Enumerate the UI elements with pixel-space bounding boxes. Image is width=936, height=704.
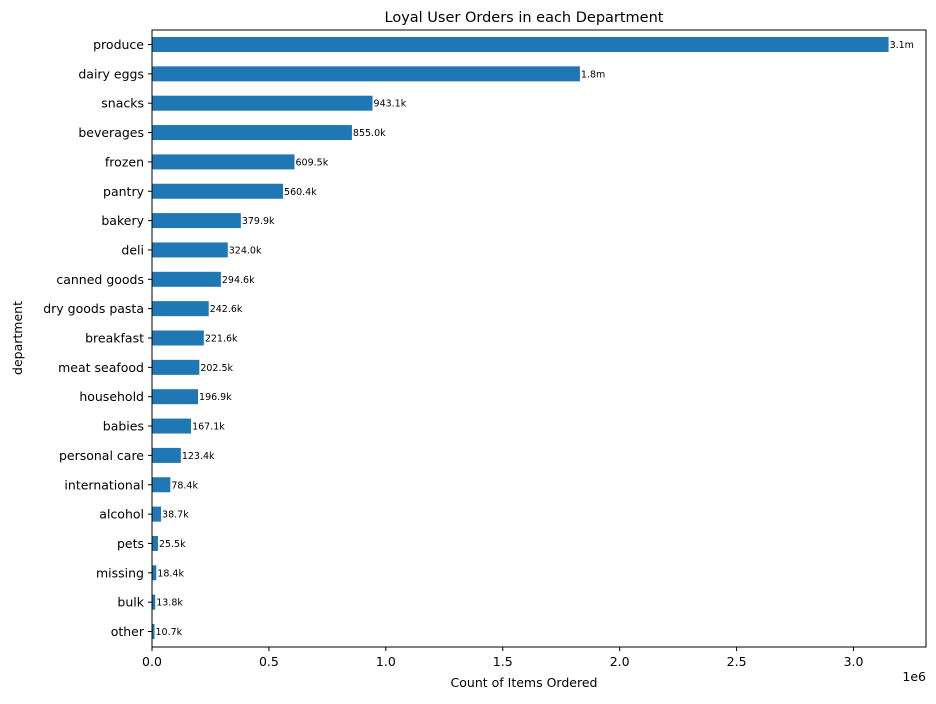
value-label: 3.1m bbox=[890, 40, 914, 51]
value-label: 167.1k bbox=[192, 422, 225, 433]
category-label: produce bbox=[93, 37, 144, 52]
category-label: personal care bbox=[59, 448, 144, 463]
category-label: pantry bbox=[103, 184, 145, 199]
value-label: 78.4k bbox=[171, 480, 198, 491]
x-tick-label: 2.5 bbox=[727, 654, 747, 669]
value-label: 202.5k bbox=[200, 363, 233, 374]
value-label: 943.1k bbox=[374, 99, 407, 110]
category-label: meat seafood bbox=[58, 360, 144, 375]
value-label: 25.5k bbox=[159, 539, 186, 550]
value-label: 123.4k bbox=[182, 451, 215, 462]
x-tick-label: 1.5 bbox=[493, 654, 513, 669]
bar-other bbox=[152, 624, 155, 639]
bar-produce bbox=[152, 37, 889, 52]
category-label: beverages bbox=[78, 125, 144, 140]
category-label: international bbox=[64, 477, 144, 492]
value-label: 855.0k bbox=[353, 128, 386, 139]
category-label: bakery bbox=[101, 213, 144, 228]
value-label: 10.7k bbox=[156, 627, 183, 638]
value-label: 196.9k bbox=[199, 392, 232, 403]
chart-title: Loyal User Orders in each Department bbox=[385, 10, 664, 26]
x-tick-label: 2.0 bbox=[610, 654, 630, 669]
category-label: babies bbox=[103, 419, 144, 434]
category-label: household bbox=[79, 389, 144, 404]
category-label: dry goods pasta bbox=[43, 301, 144, 316]
bar-pets bbox=[152, 535, 158, 551]
bar-missing bbox=[152, 565, 157, 581]
bar-canned-goods bbox=[152, 271, 221, 287]
bar-personal-care bbox=[152, 447, 181, 463]
category-label: other bbox=[111, 624, 145, 639]
value-label: 1.8m bbox=[581, 69, 605, 80]
plot-frame bbox=[151, 29, 927, 648]
value-label: 609.5k bbox=[296, 157, 329, 168]
category-label: alcohol bbox=[99, 507, 144, 522]
value-label: 13.8k bbox=[156, 598, 183, 609]
bar-frozen bbox=[152, 154, 295, 170]
x-tick-label: 0.0 bbox=[142, 654, 162, 669]
value-label: 379.9k bbox=[242, 216, 275, 227]
x-axis-ticks: 0.0 0.5 1.0 1.5 2.0 2.5 3.0 bbox=[142, 647, 863, 669]
bar-alcohol bbox=[152, 506, 162, 522]
category-label: bulk bbox=[117, 595, 144, 610]
category-label: canned goods bbox=[56, 272, 144, 287]
category-label: dairy eggs bbox=[78, 66, 144, 81]
x-tick-label: 1.0 bbox=[376, 654, 396, 669]
x-tick-label: 0.5 bbox=[259, 654, 279, 669]
bar-dry-goods-pasta bbox=[152, 301, 209, 317]
bar-bulk bbox=[152, 594, 156, 610]
bar-beverages bbox=[152, 125, 352, 141]
value-label: 38.7k bbox=[162, 510, 189, 521]
category-label: snacks bbox=[101, 96, 144, 111]
bar-breakfast bbox=[152, 330, 204, 346]
category-label: pets bbox=[117, 536, 144, 551]
bar-dairy-eggs bbox=[152, 66, 580, 82]
category-label: frozen bbox=[105, 154, 144, 169]
category-label: breakfast bbox=[85, 331, 144, 346]
bar-deli bbox=[152, 242, 228, 258]
x-tick-label: 3.0 bbox=[844, 654, 864, 669]
value-label: 324.0k bbox=[229, 245, 262, 256]
bar-pantry bbox=[152, 183, 284, 199]
value-label: 18.4k bbox=[157, 568, 184, 579]
bar-household bbox=[152, 389, 199, 405]
bars-layer bbox=[152, 37, 889, 639]
value-label: 294.6k bbox=[222, 275, 255, 286]
bar-babies bbox=[152, 418, 192, 434]
category-label: missing bbox=[96, 565, 144, 580]
value-label: 242.6k bbox=[210, 304, 243, 315]
value-label: 221.6k bbox=[205, 334, 238, 345]
category-label: deli bbox=[121, 242, 144, 257]
bar-meat-seafood bbox=[152, 359, 200, 375]
value-labels: 3.1m 1.8m 943.1k 855.0k 609.5k 560.4k 379.9k 32… bbox=[156, 40, 914, 638]
bar-bakery bbox=[152, 213, 241, 229]
category-labels: produce dairy eggs snacks beverages frozen pa… bbox=[43, 37, 152, 639]
x-axis-label: Count of Items Ordered bbox=[451, 675, 598, 690]
value-label: 560.4k bbox=[284, 187, 317, 198]
x-offset-label: 1e6 bbox=[902, 669, 926, 684]
y-axis-label: department bbox=[10, 301, 25, 375]
bar-snacks bbox=[152, 95, 373, 111]
bar-international bbox=[152, 477, 171, 493]
